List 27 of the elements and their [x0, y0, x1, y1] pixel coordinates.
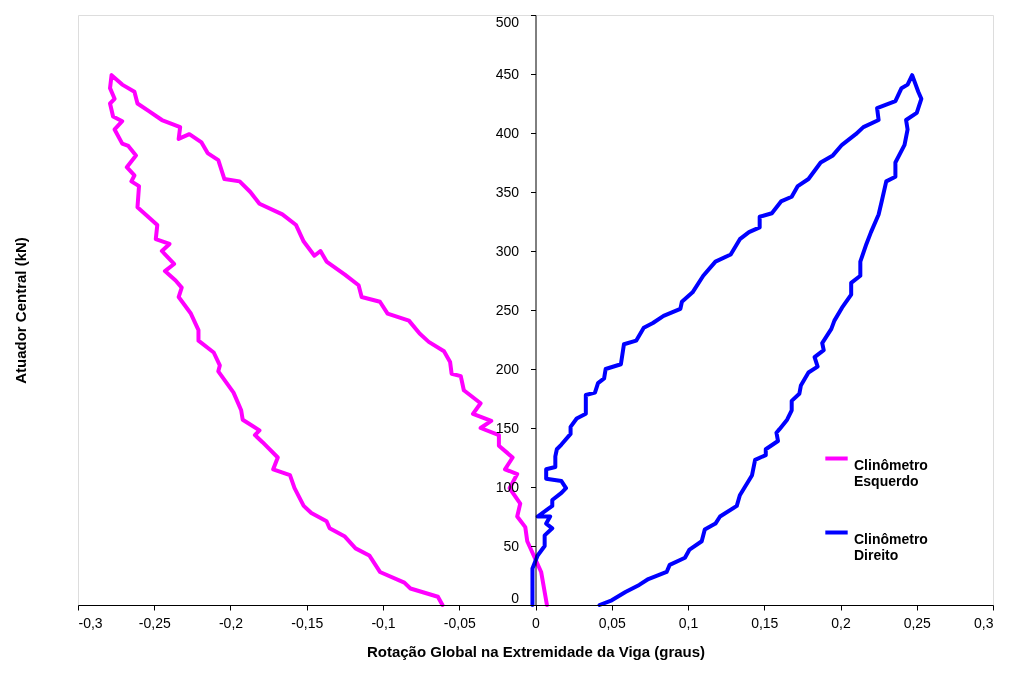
y-tick-label: 0: [511, 589, 520, 606]
x-tick-label: 0,3: [974, 614, 994, 631]
y-tick-label: 500: [495, 13, 520, 30]
y-tick-label: 450: [495, 65, 520, 82]
x-tick-label: -0,05: [443, 614, 476, 631]
y-axis-title: Atuador Central (kN): [11, 237, 29, 384]
x-axis-title: Rotação Global na Extremidade da Viga (graus): [366, 642, 706, 660]
y-tick-label: 350: [495, 183, 520, 200]
x-tick-label: -0,2: [218, 614, 244, 631]
x-tick-label: 0,05: [598, 614, 627, 631]
legend-label: Clinômetro Esquerdo: [854, 456, 928, 489]
x-tick-label: 0,25: [903, 614, 932, 631]
y-tick-label: 400: [495, 124, 520, 141]
x-tick-label: -0,15: [291, 614, 324, 631]
x-tick-label: -0,25: [138, 614, 171, 631]
y-tick-label: 150: [495, 419, 520, 436]
y-tick-label: 200: [495, 360, 520, 377]
y-tick-label: 300: [495, 242, 520, 259]
x-tick-label: -0,3: [78, 614, 103, 631]
x-tick-label: 0,1: [678, 614, 699, 631]
x-tick-label: 0,2: [831, 614, 851, 631]
x-tick-label: 0,15: [751, 614, 779, 631]
x-tick-label: -0,1: [371, 614, 396, 631]
legend-label: Clinômetro Direito: [854, 530, 928, 563]
x-tick-label: 0: [532, 614, 541, 631]
y-tick-label: 250: [495, 301, 520, 318]
y-tick-label: 50: [503, 537, 520, 554]
